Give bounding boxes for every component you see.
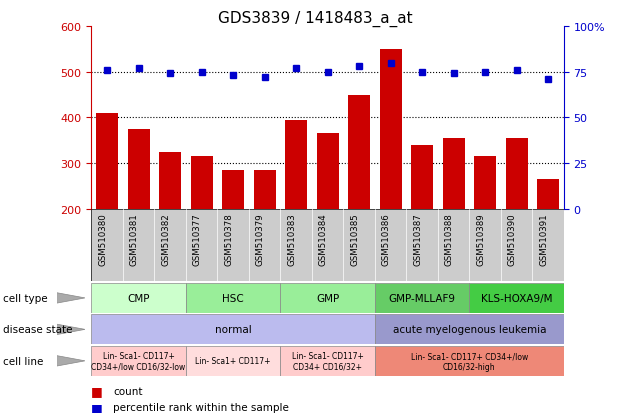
Text: disease state: disease state [3,325,72,335]
Text: HSC: HSC [222,293,244,303]
Text: Lin- Sca1- CD117+ CD34+/low
CD16/32-high: Lin- Sca1- CD117+ CD34+/low CD16/32-high [411,351,528,370]
Bar [285,121,307,209]
Text: Lin- Sca1- CD117+
CD34+/low CD16/32-low: Lin- Sca1- CD117+ CD34+/low CD16/32-low [91,351,186,370]
Text: normal: normal [215,325,251,335]
Text: GSM510381: GSM510381 [130,213,139,266]
Text: GSM510379: GSM510379 [256,213,265,266]
Bar [375,346,564,376]
Bar [280,346,375,376]
Bar [186,283,280,313]
Bar [186,346,280,376]
Bar [474,157,496,209]
Polygon shape [57,356,85,366]
Text: GSM510390: GSM510390 [508,213,517,266]
Bar [127,130,150,209]
Bar [96,114,118,209]
Text: GSM510377: GSM510377 [193,213,202,266]
Text: GMP-MLLAF9: GMP-MLLAF9 [389,293,455,303]
Bar [379,50,402,209]
Text: GMP: GMP [316,293,339,303]
Text: count: count [113,386,143,396]
Text: GSM510391: GSM510391 [539,213,548,266]
Bar [253,171,276,209]
Text: GSM510384: GSM510384 [319,213,328,266]
Text: KLS-HOXA9/M: KLS-HOXA9/M [481,293,553,303]
Text: cell line: cell line [3,356,43,366]
Bar [411,145,433,209]
Bar [348,95,370,209]
Text: GSM510385: GSM510385 [350,213,359,266]
Text: GSM510387: GSM510387 [413,213,422,266]
Bar [91,315,375,344]
Text: acute myelogenous leukemia: acute myelogenous leukemia [392,325,546,335]
Text: GSM510378: GSM510378 [224,213,233,266]
Text: GSM510386: GSM510386 [382,213,391,266]
Text: cell type: cell type [3,293,48,303]
Bar [506,139,528,209]
Text: GSM510380: GSM510380 [98,213,107,266]
Text: Lin- Sca1+ CD117+: Lin- Sca1+ CD117+ [195,356,271,366]
Text: ■: ■ [91,401,103,413]
Bar [375,283,469,313]
Bar [190,157,212,209]
Bar [159,152,181,209]
Bar [469,283,564,313]
Bar [375,315,564,344]
Text: GSM510388: GSM510388 [445,213,454,266]
Bar [91,283,186,313]
Polygon shape [57,324,85,335]
Bar [443,139,465,209]
Text: GSM510382: GSM510382 [161,213,170,266]
Polygon shape [57,293,85,304]
Text: CMP: CMP [127,293,150,303]
Bar [222,171,244,209]
Text: ■: ■ [91,384,103,397]
Text: percentile rank within the sample: percentile rank within the sample [113,402,289,413]
Bar [537,180,559,209]
Text: GSM510389: GSM510389 [476,213,485,266]
Bar [280,283,375,313]
Text: GDS3839 / 1418483_a_at: GDS3839 / 1418483_a_at [218,10,412,26]
Bar [317,134,339,209]
Text: GSM510383: GSM510383 [287,213,296,266]
Text: Lin- Sca1- CD117+
CD34+ CD16/32+: Lin- Sca1- CD117+ CD34+ CD16/32+ [292,351,364,370]
Bar [91,346,186,376]
